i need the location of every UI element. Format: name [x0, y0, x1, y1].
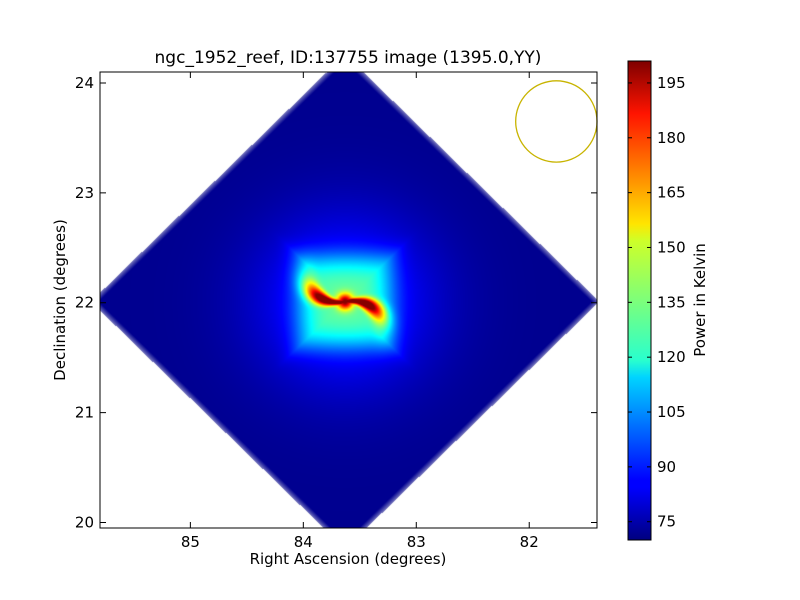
y-tick-label: 21 [75, 404, 94, 422]
colorbar-frame [627, 60, 652, 541]
colorbar-label: Power in Kelvin [691, 243, 709, 357]
chart-title: ngc_1952_reef, ID:137755 image (1395.0,Y… [155, 48, 542, 68]
y-tick-label: 24 [75, 74, 94, 92]
colorbar-tick-label: 120 [657, 348, 686, 366]
colorbar-tick-label: 105 [657, 403, 686, 421]
colorbar-tick-label: 180 [657, 129, 686, 147]
x-tick-label: 82 [520, 533, 539, 551]
x-axis-ticks: 85 84 83 82 [181, 72, 539, 551]
x-tick-label: 83 [407, 533, 426, 551]
y-axis-label: Declination (degrees) [51, 219, 69, 381]
x-axis-label: Right Ascension (degrees) [250, 550, 447, 568]
colorbar-tick-label: 165 [657, 184, 686, 202]
heatmap-image [100, 72, 597, 528]
x-tick-label: 85 [181, 533, 200, 551]
colorbar-tick-label: 90 [657, 458, 676, 476]
colorbar-tick-label: 195 [657, 74, 686, 92]
colorbar: 75 90 105 120 135 150 165 180 195 Power in Kelvi… [627, 60, 709, 541]
y-tick-label: 22 [75, 294, 94, 312]
y-tick-label: 23 [75, 184, 94, 202]
colorbar-ticks: 75 90 105 120 135 150 165 180 195 [628, 74, 686, 531]
colorbar-tick-label: 135 [657, 293, 686, 311]
colorbar-gradient [628, 61, 651, 540]
axes-frame [99, 71, 598, 529]
x-tick-label: 84 [294, 533, 313, 551]
colorbar-tick-label: 150 [657, 238, 686, 256]
y-axis-ticks: 20 21 22 23 24 [75, 74, 597, 532]
heatmap-area [100, 72, 597, 528]
y-tick-label: 20 [75, 514, 94, 532]
colorbar-tick-label: 75 [657, 513, 676, 531]
